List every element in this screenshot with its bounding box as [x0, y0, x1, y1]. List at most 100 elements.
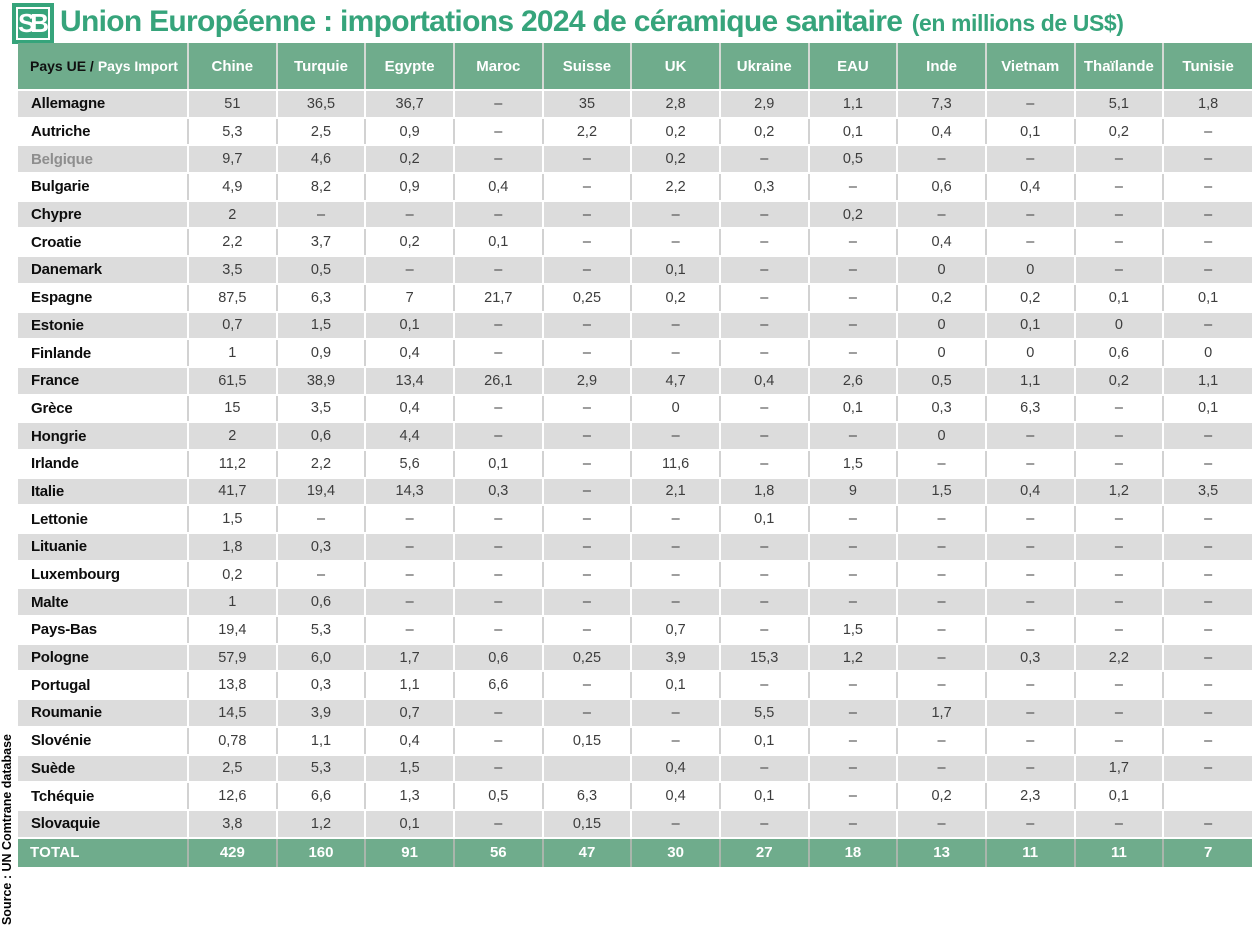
table-row-luxembourg: Luxembourg 0,2– – – – – – – – – – – — [18, 560, 1252, 590]
value-cell: – — [808, 256, 899, 285]
value-cell: – — [453, 339, 544, 368]
column-header-suisse: Suisse — [542, 43, 633, 91]
value-cell: 1,5 — [897, 477, 987, 507]
value-cell: 0,4 — [719, 366, 810, 396]
value-cell: – — [719, 422, 810, 451]
value-cell: 0,4 — [453, 173, 544, 202]
value-cell: 0,15 — [542, 726, 633, 756]
value-cell: – — [985, 533, 1076, 562]
value-cell: – — [453, 699, 544, 728]
value-cell: 0,1 — [631, 671, 721, 701]
value-cell: 0,1 — [1163, 283, 1252, 313]
value-cell: 0 — [897, 339, 987, 368]
value-cell: – — [808, 422, 899, 451]
value-cell: – — [365, 533, 455, 562]
value-cell: 0,2 — [631, 145, 721, 175]
value-cell: 14,5 — [188, 699, 278, 728]
value-cell: 0,9 — [365, 117, 455, 147]
value-cell: 61,5 — [188, 366, 278, 396]
table-row-irlande: Irlande 11,2 2,2 5,6 0,1–11,6–1,5– – – – — [18, 449, 1252, 479]
table-footer: TOTAL 429 160 91 56 47 30 27 18 13 11 11 7 — [18, 836, 1252, 867]
value-cell: 0,6 — [276, 588, 367, 618]
value-cell: – — [1163, 754, 1252, 784]
sb-logo: SB — [12, 3, 54, 44]
value-cell: – — [1074, 699, 1165, 728]
value-cell: 0,2 — [719, 117, 810, 147]
table-row-finlande: Finlande 1 0,9 0,4– – – – –0 0 0,6 0 — [18, 339, 1252, 368]
value-cell: – — [985, 560, 1076, 590]
row-label: Lituanie — [18, 533, 189, 562]
value-cell: – — [1163, 809, 1252, 839]
value-cell: – — [631, 726, 721, 756]
table-row-italie: Italie 41,7 19,4 14,3 0,3–2,1 1,8 9 1,5 0,4 1,2 3,… — [18, 477, 1252, 507]
table-row-pays-bas: Pays-Bas 19,4 5,3– – –0,7–1,5– – – – — [18, 616, 1252, 645]
value-cell: 0,3 — [897, 394, 987, 424]
value-cell: 6,3 — [985, 394, 1076, 424]
value-cell: 1,3 — [365, 782, 455, 811]
sb-logo-text: SB — [16, 7, 50, 40]
value-cell: – — [453, 200, 544, 230]
value-cell: 0,2 — [897, 782, 987, 811]
value-cell: 0,3 — [276, 671, 367, 701]
value-cell: 87,5 — [188, 283, 278, 313]
value-cell: – — [1163, 643, 1252, 673]
value-cell: 0,1 — [1074, 283, 1165, 313]
value-cell: – — [542, 505, 633, 534]
column-header-inde: Inde — [897, 43, 987, 91]
value-cell: – — [631, 200, 721, 230]
value-cell: 0,2 — [1074, 117, 1165, 147]
value-cell: – — [808, 173, 899, 202]
value-cell: 5,3 — [188, 117, 278, 147]
total-value-cell: 18 — [808, 836, 899, 867]
value-cell: – — [985, 699, 1076, 728]
value-cell: 41,7 — [188, 477, 278, 507]
value-cell: – — [719, 200, 810, 230]
value-cell: – — [1074, 200, 1165, 230]
value-cell: – — [897, 533, 987, 562]
value-cell: – — [542, 256, 633, 285]
table-row-hongrie: Hongrie 2 0,6 4,4– – – – –0– – – — [18, 422, 1252, 451]
value-cell: – — [897, 449, 987, 479]
value-cell: – — [1074, 228, 1165, 258]
value-cell: 0,2 — [631, 283, 721, 313]
row-label: Slovénie — [18, 726, 189, 756]
value-cell: 0 — [1163, 339, 1252, 368]
value-cell: 1,8 — [719, 477, 810, 507]
row-label: Danemark — [18, 256, 189, 285]
total-value-cell: 11 — [1074, 836, 1165, 867]
value-cell: 13,8 — [188, 671, 278, 701]
value-cell: – — [808, 283, 899, 313]
value-cell: 19,4 — [276, 477, 367, 507]
value-cell: – — [719, 394, 810, 424]
value-cell: – — [1163, 173, 1252, 202]
value-cell: 0,3 — [453, 477, 544, 507]
value-cell: 19,4 — [188, 616, 278, 645]
value-cell: – — [985, 228, 1076, 258]
value-cell: – — [808, 809, 899, 839]
value-cell: – — [631, 339, 721, 368]
value-cell: 0,1 — [719, 726, 810, 756]
value-cell: – — [542, 339, 633, 368]
total-value-cell: 30 — [631, 836, 721, 867]
total-value-cell: 160 — [276, 836, 367, 867]
table-row-estonie: Estonie 0,7 1,5 0,1– – – – –0 0,1 0– — [18, 311, 1252, 341]
value-cell: – — [453, 560, 544, 590]
value-cell: – — [1163, 228, 1252, 258]
value-cell: 7 — [365, 283, 455, 313]
value-cell: – — [542, 173, 633, 202]
table-row-bulgarie: Bulgarie 4,9 8,2 0,9 0,4–2,2 0,3–0,6 0,4– – — [18, 173, 1252, 202]
value-cell: 0,4 — [897, 228, 987, 258]
value-cell: – — [276, 560, 367, 590]
value-cell: 2,9 — [542, 366, 633, 396]
value-cell: 36,7 — [365, 90, 455, 119]
value-cell: 15,3 — [719, 643, 810, 673]
value-cell: – — [719, 449, 810, 479]
value-cell: 0 — [1074, 311, 1165, 341]
value-cell: – — [1074, 616, 1165, 645]
value-cell: – — [719, 283, 810, 313]
value-cell: – — [1074, 726, 1165, 756]
value-cell: 0,5 — [453, 782, 544, 811]
value-cell: 2,2 — [188, 228, 278, 258]
table-row-france: France 61,5 38,9 13,4 26,1 2,9 4,7 0,4 2,6 0,5 1,1… — [18, 366, 1252, 396]
value-cell: 0,7 — [365, 699, 455, 728]
